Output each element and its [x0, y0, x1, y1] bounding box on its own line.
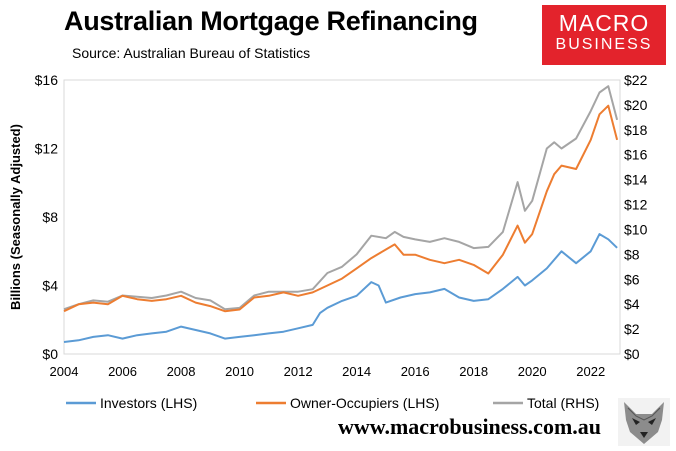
right-tick-label: $18 — [624, 122, 648, 138]
right-tick-label: $2 — [624, 321, 640, 337]
x-tick-label: 2016 — [401, 364, 430, 379]
left-tick-label: $4 — [42, 278, 58, 294]
right-axis-labels: $0 $2 $4 $6 $8 $10 $12 $14 $16 $18 $20 $22 — [624, 72, 648, 362]
left-tick-label: $12 — [35, 141, 59, 157]
right-tick-label: $0 — [624, 346, 640, 362]
page-title: Australian Mortgage Refinancing — [64, 6, 478, 36]
left-tick-label: $0 — [42, 346, 58, 362]
right-tick-label: $16 — [624, 147, 648, 163]
right-tick-label: $10 — [624, 221, 648, 237]
logo-line-business: BUSINESS — [555, 36, 653, 53]
x-tick-label: 2014 — [342, 364, 371, 379]
series-line — [63, 233, 618, 343]
x-tick-label: 2006 — [108, 364, 137, 379]
x-tick-label: 2020 — [518, 364, 547, 379]
x-tick-label: 2012 — [284, 364, 313, 379]
left-tick-label: $8 — [42, 209, 58, 225]
series-line — [63, 104, 619, 313]
source-subtitle: Source: Australian Bureau of Statistics — [72, 45, 311, 61]
right-tick-label: $8 — [624, 246, 640, 262]
x-tick-label: 2022 — [576, 364, 605, 379]
legend: Investors (LHS) Owner-Occupiers (LHS) Tota… — [66, 395, 599, 411]
series-line — [63, 85, 619, 311]
site-url[interactable]: www.macrobusiness.com.au — [338, 414, 602, 439]
x-tick-label: 2004 — [50, 364, 79, 379]
right-tick-label: $14 — [624, 172, 648, 188]
y-axis-label: Billions (Seasonally Adjusted) — [8, 124, 23, 310]
logo-line-macro: MACRO — [558, 10, 650, 36]
legend-label: Investors (LHS) — [100, 395, 197, 411]
plot-area — [63, 79, 621, 355]
right-tick-label: $22 — [624, 72, 648, 88]
right-tick-label: $12 — [624, 197, 648, 213]
series-lines — [63, 85, 619, 343]
left-tick-label: $16 — [35, 72, 59, 88]
macrobusiness-logo[interactable]: MACRO BUSINESS — [542, 5, 666, 65]
wolf-icon — [618, 398, 670, 446]
x-tick-label: 2008 — [167, 364, 196, 379]
x-tick-label: 2010 — [225, 364, 254, 379]
legend-label: Owner-Occupiers (LHS) — [290, 395, 439, 411]
right-tick-label: $20 — [624, 97, 648, 113]
legend-label: Total (RHS) — [527, 395, 599, 411]
right-tick-label: $4 — [624, 296, 640, 312]
right-tick-label: $6 — [624, 271, 640, 287]
x-axis-labels: 2004 2006 2008 2010 2012 2014 2016 2018 2020 2022 — [50, 364, 606, 379]
x-tick-label: 2018 — [459, 364, 488, 379]
left-axis-labels: $0 $4 $8 $12 $16 — [35, 72, 59, 362]
